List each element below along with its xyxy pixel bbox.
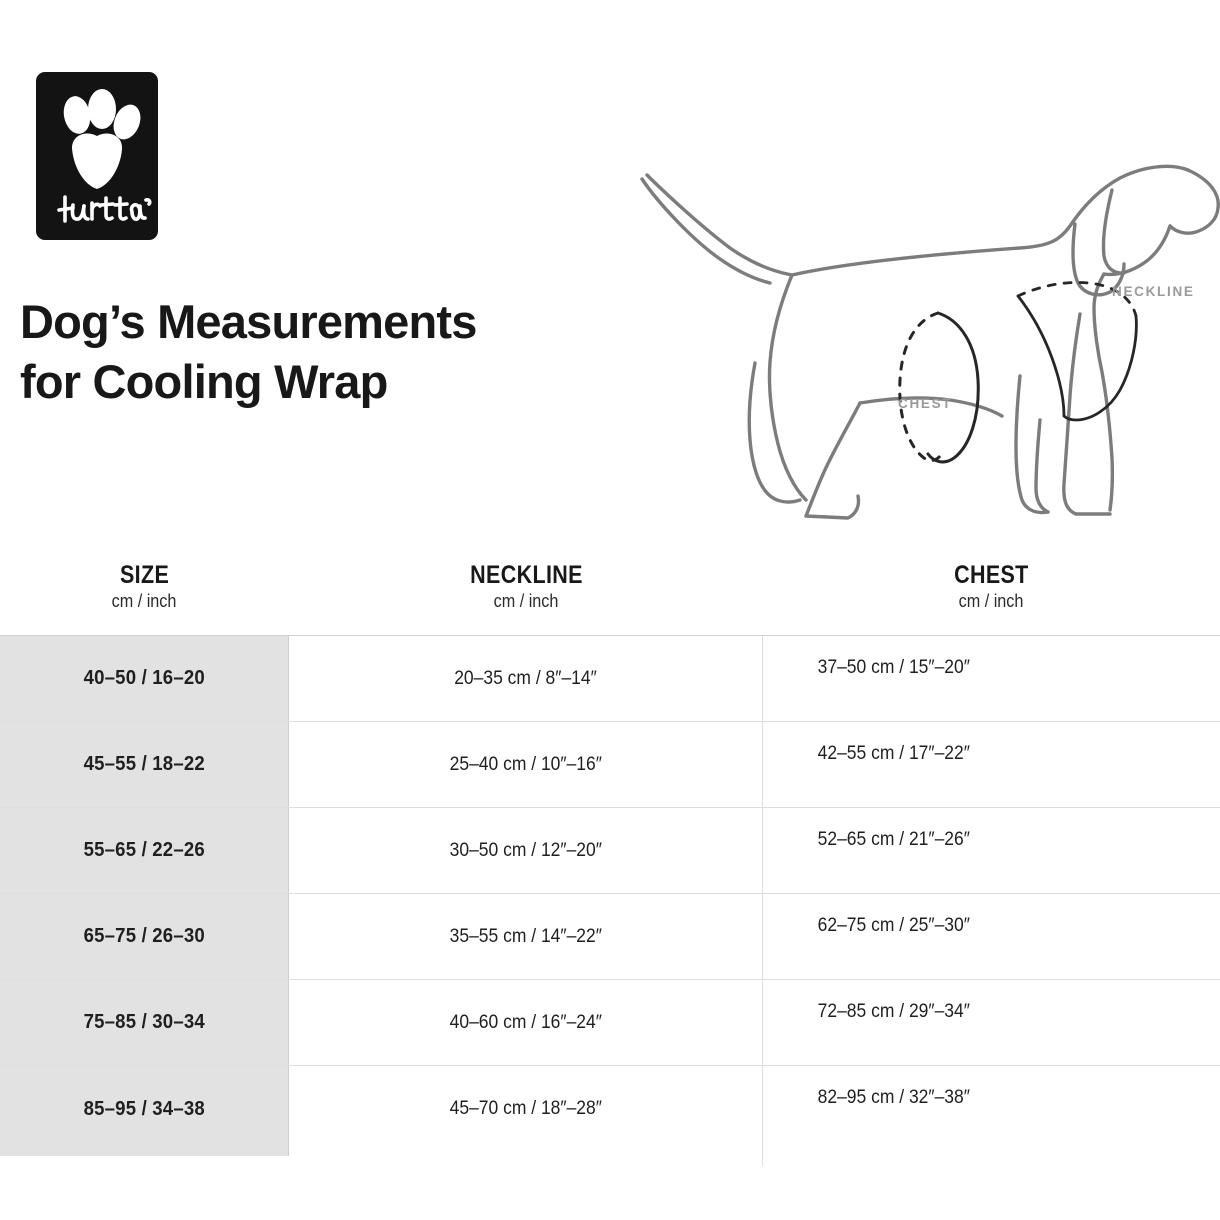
paw-toe-2 (88, 89, 116, 129)
cell-neckline: 20–35 cm / 8″–14″ (289, 636, 763, 721)
cell-size-value: 40–50 / 16–20 (83, 667, 205, 689)
column-header-neckline-title: NECKLINE (469, 561, 583, 589)
hurtta-wordmark (57, 195, 152, 223)
chest-diagram-label: CHEST (898, 396, 953, 411)
cell-chest-value: 82–95 cm / 32″–38″ (817, 1087, 970, 1108)
dog-topline (790, 164, 1190, 277)
table-row: 45–55 / 18–22 25–40 cm / 10″–16″ 42–55 c… (0, 722, 1220, 808)
cell-size-value: 55–65 / 22–26 (83, 839, 205, 861)
cell-chest: 62–75 cm / 25″–30″ (763, 894, 1220, 979)
dog-tail-top (645, 173, 794, 277)
dog-rear-paw-near (804, 401, 862, 520)
cell-size-value: 85–95 / 34–38 (83, 1097, 205, 1120)
measurements-table: SIZE cm / inch NECKLINE cm / inch CHEST … (0, 550, 1220, 1152)
cell-chest: 37–50 cm / 15″–20″ (763, 636, 1220, 721)
cell-neckline-value: 30–50 cm / 12″–20″ (449, 839, 602, 861)
cell-neckline: 40–60 cm / 16″–24″ (289, 980, 763, 1065)
column-header-chest-units: cm / inch (959, 591, 1024, 611)
cell-size: 85–95 / 34–38 (0, 1066, 289, 1152)
dog-ear-back (1071, 222, 1126, 297)
hurtta-logo (36, 72, 158, 240)
dog-muzzle (1102, 224, 1172, 277)
cell-size: 45–55 / 18–22 (0, 722, 289, 807)
dog-front-leg-back (1092, 272, 1115, 512)
table-row: 65–75 / 26–30 35–55 cm / 14″–22″ 62–75 c… (0, 894, 1220, 980)
dog-ear-front (1101, 188, 1126, 275)
cell-neckline: 35–55 cm / 14″–22″ (289, 894, 763, 979)
cell-neckline: 45–70 cm / 18″–28″ (289, 1066, 763, 1152)
paw-toe-1 (63, 96, 91, 134)
cell-chest-value: 72–85 cm / 29″–34″ (817, 1001, 970, 1022)
column-header-chest: CHEST cm / inch (763, 550, 1220, 635)
chest-measure-ring (898, 311, 980, 464)
cell-neckline: 25–40 cm / 10″–16″ (289, 722, 763, 807)
dog-front-leg-front (1062, 312, 1112, 516)
cell-size-value: 65–75 / 26–30 (83, 925, 205, 947)
size-column-tail (0, 1152, 289, 1156)
table-row: 40–50 / 16–20 20–35 cm / 8″–14″ 37–50 cm… (0, 636, 1220, 722)
table-row: 85–95 / 34–38 45–70 cm / 18″–28″ 82–95 c… (0, 1066, 1220, 1152)
cell-neckline-value: 25–40 cm / 10″–16″ (449, 753, 602, 775)
paw-pad (72, 133, 123, 189)
column-header-size-units: cm / inch (112, 591, 177, 611)
column-header-size: SIZE cm / inch (0, 550, 289, 635)
neckline-measure-ring (1016, 281, 1138, 422)
table-row: 55–65 / 22–26 30–50 cm / 12″–20″ 52–65 c… (0, 808, 1220, 894)
column-header-size-title: SIZE (119, 561, 170, 589)
dog-head-top (1168, 168, 1220, 235)
cell-chest: 82–95 cm / 32″–38″ (763, 1066, 1220, 1152)
dog-rear-leg-back (767, 273, 808, 502)
cell-size: 75–85 / 30–34 (0, 980, 289, 1065)
cell-chest-value: 37–50 cm / 15″–20″ (817, 657, 970, 678)
cell-chest: 42–55 cm / 17″–22″ (763, 722, 1220, 807)
dog-measurement-illustration (620, 128, 1220, 528)
page-title: Dog’s Measurements for Cooling Wrap (20, 292, 620, 411)
page-title-line-2: for Cooling Wrap (20, 354, 388, 408)
cell-chest: 72–85 cm / 29″–34″ (763, 980, 1220, 1065)
dog-front-paw-far (1034, 418, 1050, 514)
cell-neckline-value: 40–60 cm / 16″–24″ (449, 1011, 602, 1033)
table-header-row: SIZE cm / inch NECKLINE cm / inch CHEST … (0, 550, 1220, 636)
cell-chest-value: 42–55 cm / 17″–22″ (817, 743, 970, 764)
dog-tail-bottom (640, 177, 772, 285)
dog-belly (858, 396, 1004, 418)
column-divider-tail (762, 1152, 764, 1166)
page-title-line-1: Dog’s Measurements (20, 295, 477, 348)
cell-neckline-value: 45–70 cm / 18″–28″ (449, 1098, 602, 1119)
cell-size-value: 75–85 / 30–34 (83, 1011, 205, 1033)
table-row: 75–85 / 30–34 40–60 cm / 16″–24″ 72–85 c… (0, 980, 1220, 1066)
cell-size: 65–75 / 26–30 (0, 894, 289, 979)
cell-neckline: 30–50 cm / 12″–20″ (289, 808, 763, 893)
cell-chest-value: 52–65 cm / 21″–26″ (817, 829, 970, 850)
cell-chest-value: 62–75 cm / 25″–30″ (817, 915, 970, 936)
dog-front-leg-far (1014, 374, 1050, 515)
dog-rear-leg-far (747, 361, 802, 504)
cell-size-value: 45–55 / 18–22 (83, 753, 205, 775)
neckline-diagram-label: NECKLINE (1112, 284, 1195, 299)
paw-toe-3 (113, 104, 141, 140)
cell-neckline-value: 20–35 cm / 8″–14″ (454, 667, 597, 689)
column-header-chest-title: CHEST (954, 561, 1029, 589)
cell-size: 55–65 / 22–26 (0, 808, 289, 893)
cell-neckline-value: 35–55 cm / 14″–22″ (449, 925, 602, 947)
cell-size: 40–50 / 16–20 (0, 636, 289, 721)
cell-chest: 52–65 cm / 21″–26″ (763, 808, 1220, 893)
column-header-neckline-units: cm / inch (493, 591, 559, 611)
column-header-neckline: NECKLINE cm / inch (289, 550, 763, 635)
